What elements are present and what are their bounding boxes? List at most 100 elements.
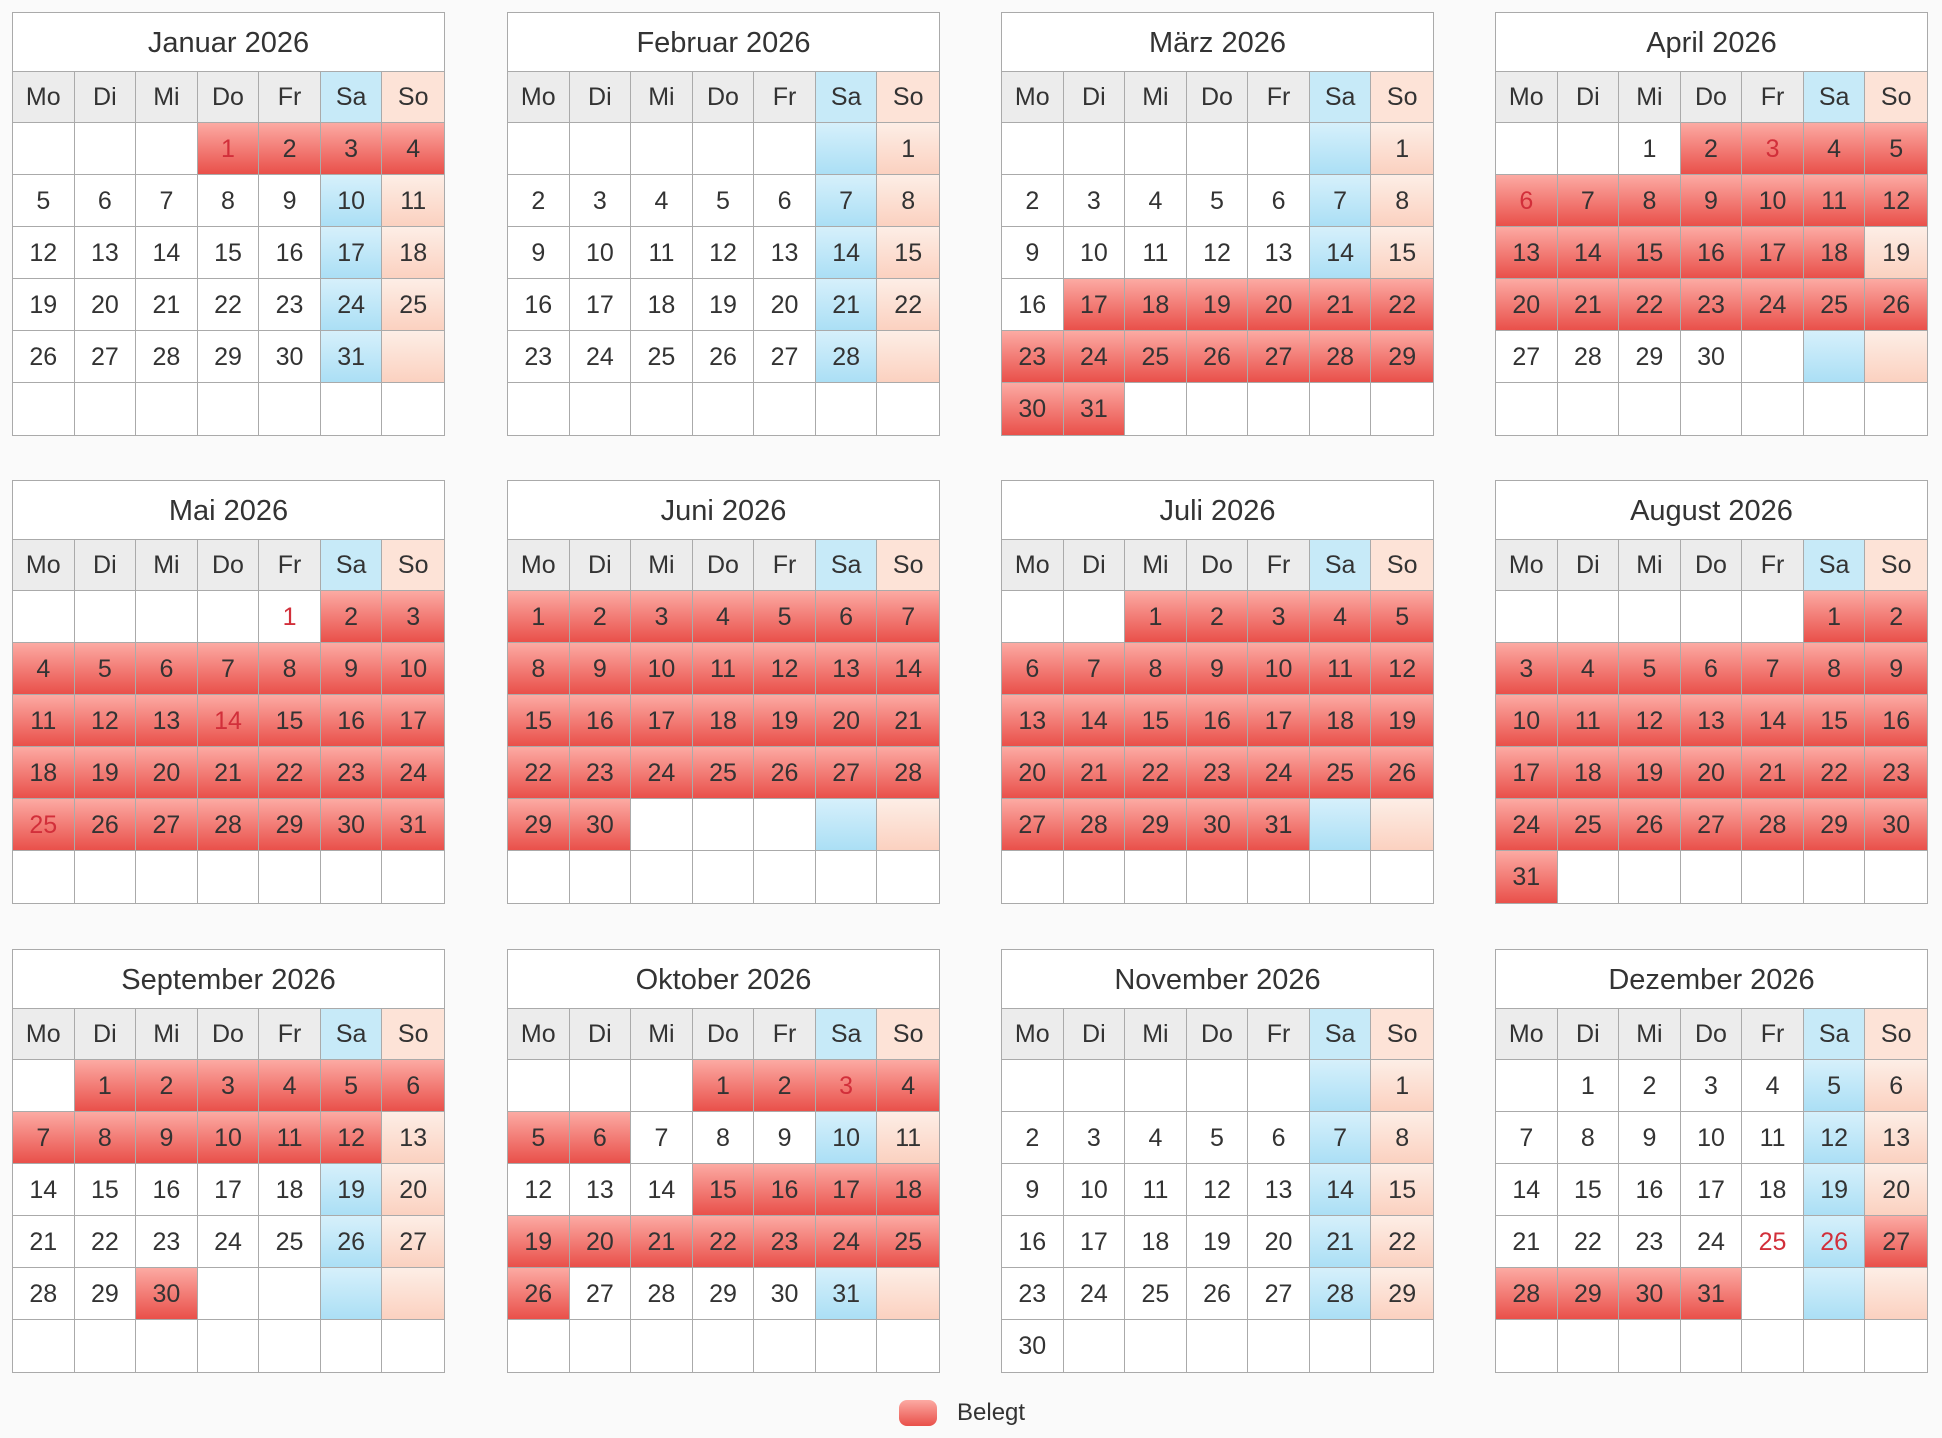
day-cell: 12 [692, 227, 755, 279]
empty-cell [1063, 591, 1126, 643]
day-cell: 15 [197, 227, 260, 279]
empty-cell [816, 383, 878, 435]
empty-cell [1619, 1320, 1681, 1372]
weekday-label: Sa [815, 72, 878, 123]
day-cell: 12 [1803, 1112, 1866, 1164]
weekday-label: Mo [508, 540, 570, 591]
week-row: 11 12 13 14 15 16 17 [13, 695, 444, 747]
empty-cell [197, 1268, 260, 1320]
day-cell: 19 [13, 279, 75, 331]
day-cell: 16 [1865, 695, 1927, 747]
legend: Belegt [899, 1398, 1025, 1428]
day-cell: 30 [1865, 799, 1927, 851]
month: Juli 2026 Mo Di Mi Do Fr Sa So 1 2 3 4 5 6 7 8 9 10 11 12 13… [1001, 480, 1434, 904]
empty-cell [1742, 383, 1804, 435]
weekday-label: So [877, 1009, 939, 1060]
day-cell: 2 [569, 591, 632, 643]
day-cell: 30 [569, 799, 632, 851]
empty-cell [382, 383, 444, 435]
day-cell: 23 [1002, 1268, 1064, 1320]
day-cell: 3 [1248, 591, 1310, 643]
day-cell: 3 [1063, 175, 1126, 227]
weekday-label: Fr [1742, 72, 1804, 123]
weekday-header: Mo Di Mi Do Fr Sa So [13, 72, 444, 123]
day-cell: 27 [754, 331, 816, 383]
day-cell: 15 [74, 1164, 137, 1216]
empty-cell [1371, 383, 1433, 435]
day-cell: 12 [74, 695, 137, 747]
day-cell: 24 [320, 279, 383, 331]
empty-cell [1310, 1320, 1372, 1372]
day-cell: 14 [1496, 1164, 1558, 1216]
day-cell: 2 [259, 123, 321, 175]
day-cell: 27 [136, 799, 198, 851]
weekday-label: Do [1186, 540, 1249, 591]
day-cell: 4 [1125, 1112, 1187, 1164]
day-cell: 25 [1803, 279, 1866, 331]
day-cell: 15 [1803, 695, 1866, 747]
day-cell: 23 [754, 1216, 816, 1268]
empty-cell [1063, 1060, 1126, 1112]
empty-cell [136, 1320, 198, 1372]
day-cell: 7 [631, 1112, 693, 1164]
day-cell: 19 [1803, 1164, 1866, 1216]
empty-cell [1742, 1320, 1804, 1372]
day-cell: 5 [13, 175, 75, 227]
day-cell: 9 [1619, 1112, 1681, 1164]
day-cell: 26 [13, 331, 75, 383]
weekday-label: Fr [1742, 1009, 1804, 1060]
day-cell: 19 [1186, 279, 1249, 331]
day-cell: 26 [1371, 747, 1433, 799]
empty-cell [259, 383, 321, 435]
empty-cell [136, 851, 198, 903]
day-cell: 23 [508, 331, 570, 383]
empty-cell [815, 799, 878, 851]
day-cell: 12 [508, 1164, 570, 1216]
week-row: 1 [508, 123, 939, 175]
weekday-label: Do [197, 72, 260, 123]
day-cell: 20 [754, 279, 816, 331]
empty-cell [1496, 383, 1558, 435]
day-cell: 25 [631, 331, 693, 383]
week-row: 10 11 12 13 14 15 16 [1496, 695, 1927, 747]
day-cell: 30 [754, 1268, 816, 1320]
day-cell: 25 [692, 747, 755, 799]
weekday-label: Di [1063, 1009, 1126, 1060]
day-cell: 4 [692, 591, 755, 643]
day-cell: 18 [13, 747, 75, 799]
day-cell: 21 [1496, 1216, 1558, 1268]
month: November 2026 Mo Di Mi Do Fr Sa So 1 2 3 4 5 6 7 8 9 10 11… [1001, 949, 1434, 1373]
empty-cell [631, 1320, 693, 1372]
day-cell: 23 [320, 747, 383, 799]
day-cell: 8 [259, 643, 321, 695]
day-cell: 13 [1002, 695, 1064, 747]
day-cell: 6 [569, 1112, 632, 1164]
week-row [1496, 383, 1927, 435]
day-cell: 11 [382, 175, 444, 227]
empty-cell [259, 1320, 321, 1372]
day-cell: 31 [1496, 851, 1558, 903]
weekday-header: Mo Di Mi Do Fr Sa So [508, 1009, 939, 1060]
day-cell: 7 [136, 175, 198, 227]
empty-cell [631, 383, 693, 435]
day-cell: 9 [754, 1112, 816, 1164]
week-row: 22 23 24 25 26 27 28 [508, 747, 939, 799]
day-cell: 4 [1742, 1060, 1804, 1112]
day-cell: 23 [1186, 747, 1249, 799]
day-cell: 2 [1865, 591, 1927, 643]
weekday-label: Mi [1125, 72, 1187, 123]
empty-cell [1002, 851, 1064, 903]
day-cell: 15 [692, 1164, 755, 1216]
week-row: 13 14 15 16 17 18 19 [1002, 695, 1433, 747]
empty-cell [321, 851, 383, 903]
day-cell: 21 [1309, 1216, 1372, 1268]
empty-cell [816, 1320, 878, 1372]
day-cell: 27 [74, 331, 137, 383]
empty-cell [1248, 1060, 1310, 1112]
weekday-label: Mo [508, 72, 570, 123]
day-cell: 24 [1496, 799, 1558, 851]
